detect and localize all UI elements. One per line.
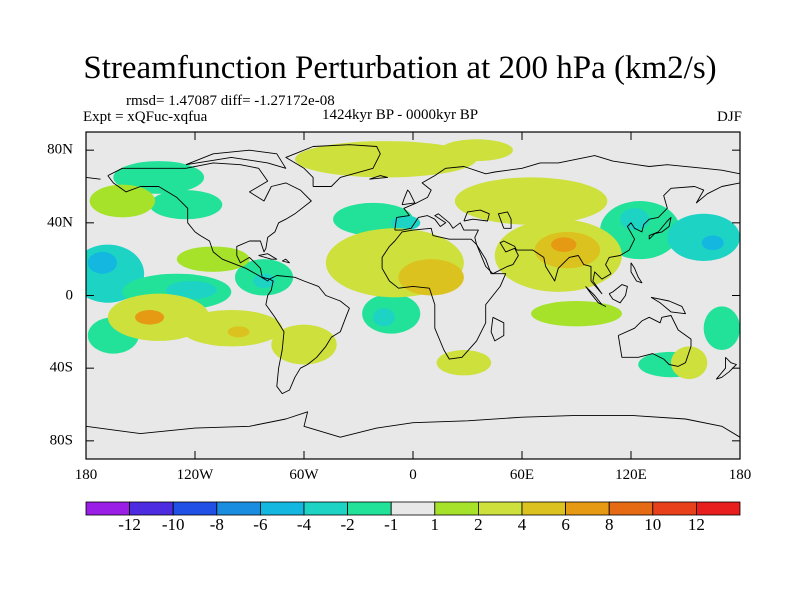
colorbar-box-5 xyxy=(303,501,348,516)
coastline-0 xyxy=(107,162,312,282)
colorbar-box-6 xyxy=(347,501,392,516)
coastline-9 xyxy=(401,189,416,206)
colorbar-label: 2 xyxy=(474,515,483,534)
contour-region-9 xyxy=(333,202,413,236)
colorbar-label: 8 xyxy=(604,515,614,534)
colorbar-label: -4 xyxy=(296,515,312,534)
contour-region-18 xyxy=(149,190,223,220)
x-tick-label: 180 xyxy=(728,467,752,483)
x-tick-label: 0 xyxy=(409,467,417,483)
coastline-10 xyxy=(617,315,692,367)
y-tick-label: 40N xyxy=(47,214,73,231)
x-tick-label: 120W xyxy=(176,467,214,483)
coastline-22 xyxy=(369,175,389,180)
colorbar-box-13 xyxy=(652,501,697,516)
x-tick-label: 60E xyxy=(509,467,535,483)
colorbar-label: 4 xyxy=(517,515,527,534)
contour-region-17 xyxy=(113,161,205,194)
colorbar-label: -1 xyxy=(384,515,399,534)
x-tick-label: 120E xyxy=(615,467,647,483)
colorbar-box-4 xyxy=(259,501,305,516)
colorbar-label: 1 xyxy=(430,515,440,534)
colorbar-label: 12 xyxy=(687,515,705,534)
coastline-2 xyxy=(285,144,381,187)
contour-region-35 xyxy=(440,139,513,162)
coastline-5 xyxy=(86,176,101,180)
coastline-13 xyxy=(608,284,628,304)
coastline-11 xyxy=(650,296,686,315)
colorbar-label: -2 xyxy=(340,515,355,534)
contour-fields xyxy=(86,139,740,380)
colorbar-label: -8 xyxy=(209,515,224,534)
coastline-20 xyxy=(630,262,643,284)
colorbar-label: -12 xyxy=(118,515,141,534)
coastline-19 xyxy=(281,258,290,264)
colorbar-box-14 xyxy=(696,501,741,516)
coastline-15 xyxy=(715,356,737,380)
period-text: 1424kyr BP - 0000kyr BP xyxy=(322,107,479,123)
y-tick-label: 80S xyxy=(49,432,73,449)
x-tick-label: 60W xyxy=(289,467,319,483)
coastline-1 xyxy=(265,275,350,395)
colorbar-box-10 xyxy=(521,501,566,516)
colorbar-box-12 xyxy=(608,501,654,516)
contour-region-4 xyxy=(165,280,217,300)
colorbar-label: 6 xyxy=(561,515,570,534)
coastline-12 xyxy=(585,286,607,307)
y-tick-label: 40S xyxy=(49,359,73,376)
contour-region-15 xyxy=(703,306,740,351)
contour-region-6 xyxy=(253,273,275,289)
contour-region-8 xyxy=(373,308,395,327)
coastline-7 xyxy=(463,209,490,222)
contour-region-12 xyxy=(620,208,650,231)
coastline-4 xyxy=(394,155,740,231)
contour-region-24 xyxy=(89,184,156,218)
contour-region-14 xyxy=(701,235,724,251)
contour-region-27 xyxy=(398,259,464,296)
coastline-14 xyxy=(648,216,672,240)
coastline-16 xyxy=(490,316,505,342)
contour-region-32 xyxy=(436,350,492,376)
contour-region-25 xyxy=(176,246,250,272)
season-text: DJF xyxy=(716,109,742,125)
contour-region-31 xyxy=(454,177,608,225)
contour-region-23 xyxy=(271,324,337,365)
colorbar-label: -10 xyxy=(161,515,185,534)
chart-title: Streamfunction Perturbation at 200 hPa (… xyxy=(83,50,717,86)
contour-region-20 xyxy=(135,310,165,325)
contour-region-34 xyxy=(294,141,477,178)
y-tick-label: 0 xyxy=(65,287,74,303)
colorbar-box-7 xyxy=(390,501,436,516)
coastline-3 xyxy=(381,227,507,360)
contour-region-13 xyxy=(667,213,740,261)
colorbar xyxy=(85,501,741,516)
experiment-text: Expt = xQFuc-xqfua xyxy=(83,109,208,125)
colorbar-box-9 xyxy=(477,501,523,516)
contour-region-30 xyxy=(551,237,577,252)
contour-region-33 xyxy=(670,346,708,380)
contour-region-10 xyxy=(391,215,421,231)
colorbar-box-1 xyxy=(129,501,174,516)
contour-region-36 xyxy=(531,300,622,327)
colorbar-box-0 xyxy=(85,501,130,516)
axis-ticks xyxy=(85,132,741,459)
coastline-8 xyxy=(497,211,512,229)
contour-region-1 xyxy=(87,251,117,274)
x-tick-label: 180 xyxy=(74,467,98,483)
colorbar-label: 10 xyxy=(644,515,662,534)
colorbar-label: -6 xyxy=(253,515,268,534)
coastline-6 xyxy=(394,182,740,295)
coastline-17 xyxy=(86,411,740,438)
coastline-21 xyxy=(185,149,287,169)
coastlines xyxy=(86,144,740,438)
contour-region-22 xyxy=(227,326,250,338)
colorbar-box-2 xyxy=(172,501,218,516)
colorbar-box-3 xyxy=(216,501,261,516)
colorbar-box-8 xyxy=(434,501,479,516)
y-tick-label: 80N xyxy=(47,141,73,158)
coastline-18 xyxy=(258,253,278,260)
stats-text: rmsd= 1.47087 diff= -1.27172e-08 xyxy=(126,93,335,109)
colorbar-box-11 xyxy=(565,501,610,516)
